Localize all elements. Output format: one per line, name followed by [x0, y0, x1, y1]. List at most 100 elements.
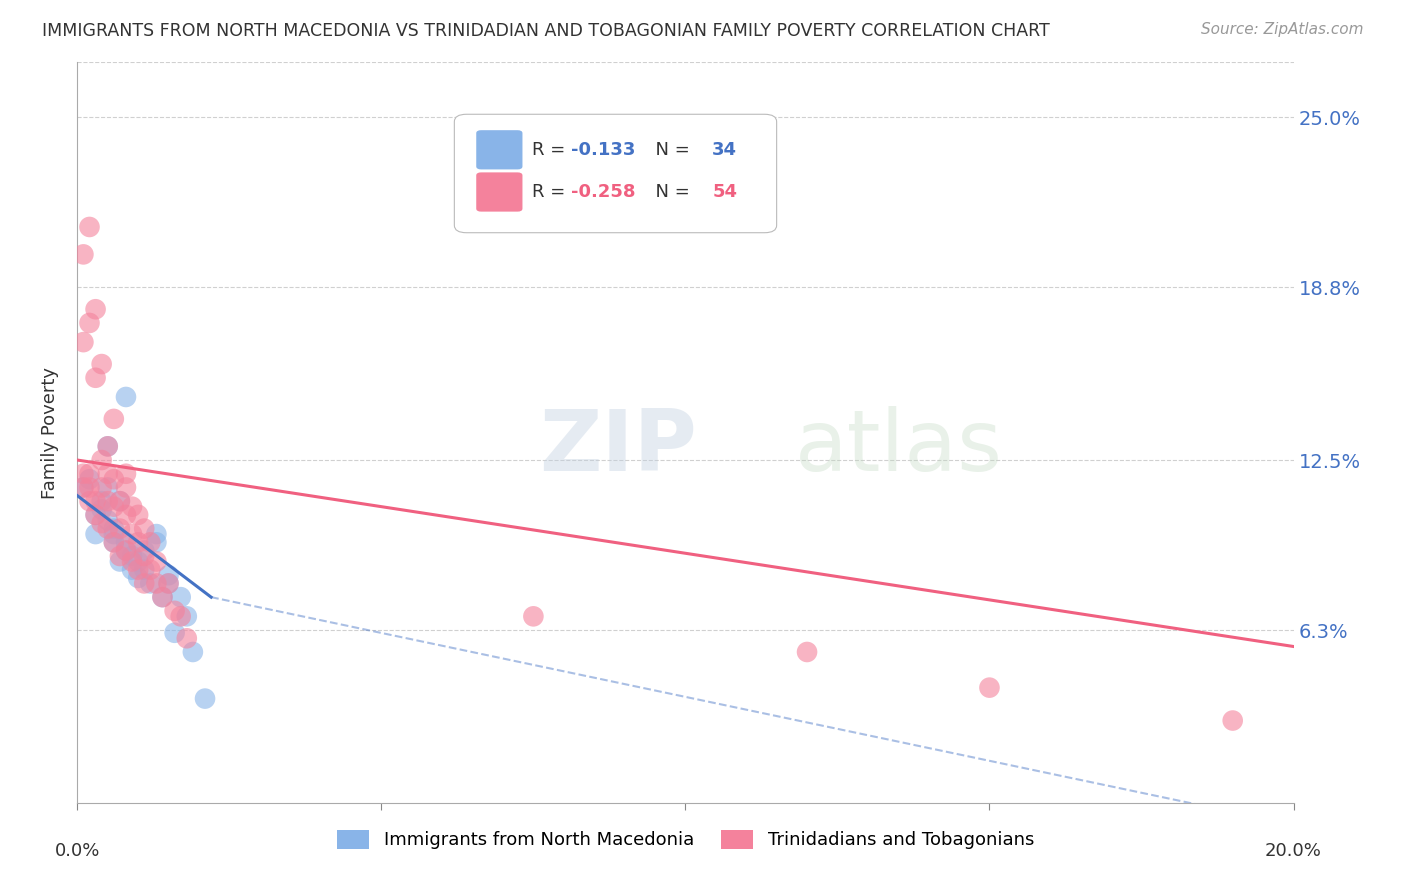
Point [79, 467, 101, 481]
Text: 34: 34 [713, 141, 737, 159]
Point [115, 508, 138, 522]
Point [103, 500, 125, 514]
Point [72, 480, 94, 494]
Text: -0.258: -0.258 [571, 183, 636, 201]
Point [1222, 714, 1244, 728]
Point [97, 480, 120, 494]
Point [97, 439, 120, 453]
Text: Source: ZipAtlas.com: Source: ZipAtlas.com [1201, 22, 1364, 37]
Point [127, 563, 149, 577]
Point [103, 527, 125, 541]
Point [84, 527, 107, 541]
Point [90, 494, 112, 508]
Point [163, 604, 186, 618]
Point [97, 513, 120, 527]
FancyBboxPatch shape [454, 114, 776, 233]
Point [134, 563, 156, 577]
Text: 0.0%: 0.0% [55, 842, 100, 860]
Point [103, 535, 125, 549]
Point [108, 522, 131, 536]
Point [97, 522, 120, 536]
Point [84, 371, 107, 385]
Point [90, 516, 112, 530]
Point [84, 494, 107, 508]
Point [84, 508, 107, 522]
Point [121, 527, 143, 541]
Point [139, 576, 162, 591]
Point [145, 527, 167, 541]
Point [145, 535, 167, 549]
Point [979, 681, 1001, 695]
Text: ZIP: ZIP [540, 406, 697, 489]
Point [115, 480, 138, 494]
Point [176, 632, 198, 646]
Point [127, 508, 149, 522]
Point [127, 535, 149, 549]
Point [157, 576, 180, 591]
Point [796, 645, 818, 659]
Point [127, 554, 149, 568]
Point [90, 502, 112, 516]
Point [163, 625, 186, 640]
Point [145, 554, 167, 568]
Text: N =: N = [644, 141, 696, 159]
Point [97, 467, 120, 481]
Text: 54: 54 [713, 183, 737, 201]
Point [79, 494, 101, 508]
Point [139, 563, 162, 577]
Point [121, 549, 143, 563]
Point [157, 568, 180, 582]
Point [152, 590, 174, 604]
Point [134, 549, 156, 563]
Point [134, 522, 156, 536]
Point [134, 543, 156, 558]
Point [90, 480, 112, 494]
Point [103, 412, 125, 426]
Point [121, 563, 143, 577]
FancyBboxPatch shape [477, 130, 523, 169]
Point [522, 609, 544, 624]
Point [103, 522, 125, 536]
Point [84, 508, 107, 522]
Point [115, 543, 138, 558]
Text: atlas: atlas [794, 406, 1002, 489]
Point [72, 480, 94, 494]
Point [115, 390, 138, 404]
Point [194, 691, 217, 706]
Point [84, 302, 107, 317]
Point [97, 494, 120, 508]
Text: 20.0%: 20.0% [1265, 842, 1322, 860]
Point [72, 247, 94, 261]
Point [72, 335, 94, 350]
Text: -0.133: -0.133 [571, 141, 636, 159]
Point [145, 576, 167, 591]
Point [181, 645, 204, 659]
Legend: Immigrants from North Macedonia, Trinidadians and Tobagonians: Immigrants from North Macedonia, Trinida… [329, 823, 1042, 856]
Point [115, 467, 138, 481]
Point [97, 439, 120, 453]
Point [79, 480, 101, 494]
Point [108, 549, 131, 563]
Point [121, 500, 143, 514]
Point [170, 609, 193, 624]
Point [103, 535, 125, 549]
Point [79, 472, 101, 486]
Point [108, 494, 131, 508]
Point [139, 535, 162, 549]
Point [79, 219, 101, 234]
Y-axis label: Family Poverty: Family Poverty [41, 367, 59, 499]
Point [103, 472, 125, 486]
Text: R =: R = [533, 141, 571, 159]
Point [115, 543, 138, 558]
Point [90, 357, 112, 371]
Text: N =: N = [644, 183, 696, 201]
Point [108, 494, 131, 508]
Point [90, 453, 112, 467]
Text: R =: R = [533, 183, 571, 201]
Point [170, 590, 193, 604]
Point [121, 554, 143, 568]
Text: IMMIGRANTS FROM NORTH MACEDONIA VS TRINIDADIAN AND TOBAGONIAN FAMILY POVERTY COR: IMMIGRANTS FROM NORTH MACEDONIA VS TRINI… [42, 22, 1050, 40]
Point [176, 609, 198, 624]
Point [157, 576, 180, 591]
FancyBboxPatch shape [477, 172, 523, 211]
